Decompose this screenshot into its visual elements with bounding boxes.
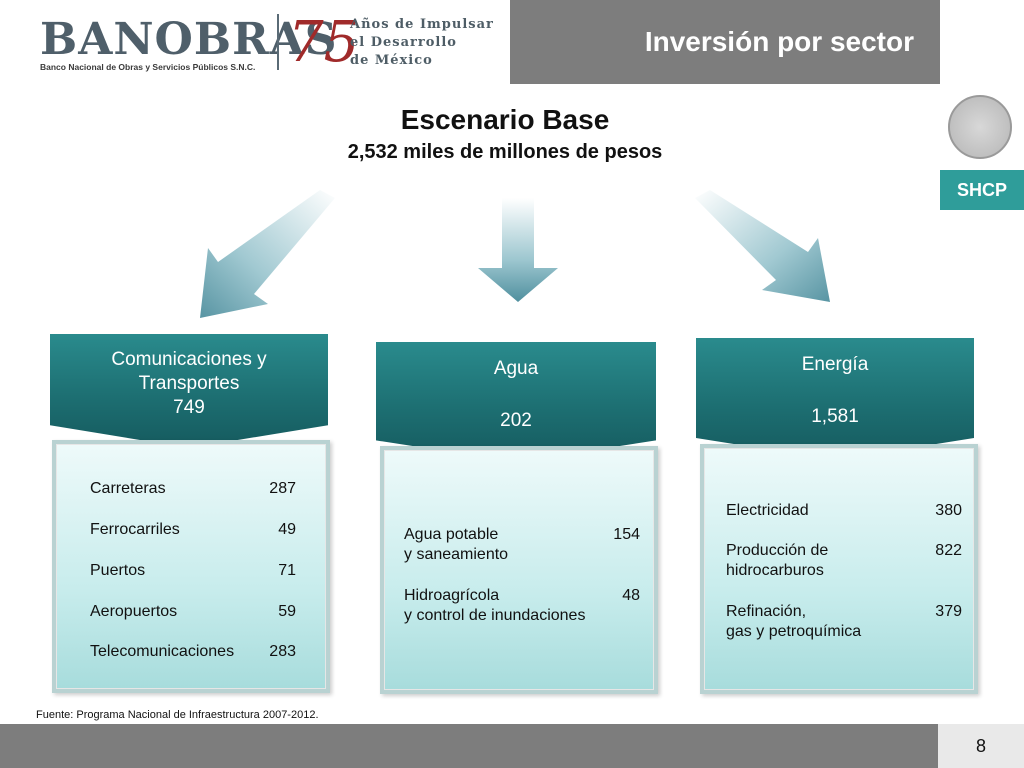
sector-body-communications: Carreteras 287 Ferrocarriles 49 Puertos … [52, 440, 330, 693]
arrow-center-icon [478, 198, 558, 302]
item-label: Ferrocarriles [90, 521, 180, 538]
item-label: Puertos [90, 562, 146, 579]
item-value: 379 [935, 603, 962, 620]
shcp-logo: SHCP [940, 170, 1024, 210]
sector-name-line2: Transportes [138, 373, 240, 394]
footer-bar [0, 724, 1024, 768]
item-label: Hidroagrícola [404, 587, 500, 604]
sector-body-water: Agua potable 154 y saneamiento Hidroagrí… [380, 446, 658, 694]
sector-total: 202 [500, 410, 532, 431]
tagline-line-3: de México [350, 53, 433, 68]
item-label-2: y saneamiento [404, 546, 509, 563]
sector-total: 1,581 [811, 406, 859, 427]
source-note: Fuente: Programa Nacional de Infraestruc… [36, 709, 319, 721]
item-value: 59 [278, 603, 296, 620]
item-value: 283 [269, 643, 296, 660]
item-label-2: hidrocarburos [726, 562, 824, 579]
item-label: Refinación, [726, 603, 807, 620]
item-label: Producción de [726, 542, 829, 559]
item-label-2: y control de inundaciones [404, 607, 586, 624]
item-value: 380 [935, 502, 962, 519]
tagline-line-2: el Desarrollo [350, 35, 457, 50]
sector-name-line1: Agua [493, 358, 539, 379]
anniversary-tagline: Años de Impulsar el Desarrollo de México [350, 16, 494, 70]
item-label-2: gas y petroquímica [726, 623, 862, 640]
item-value: 71 [278, 562, 296, 579]
page-heading: Inversión por sector [644, 26, 914, 57]
item-label: Electricidad [726, 502, 809, 519]
item-label: Aeropuertos [90, 603, 178, 620]
item-value: 48 [622, 587, 640, 604]
banobras-logo: BANOBRAS [40, 14, 338, 65]
item-label: Carreteras [90, 480, 166, 497]
sector-name-line1: Comunicaciones y [111, 349, 267, 370]
logo-divider [277, 14, 279, 70]
item-value: 822 [935, 542, 962, 559]
page-number: 8 [938, 724, 1024, 768]
arrow-right-icon [695, 190, 830, 302]
sector-header-water: Agua 202 [376, 342, 656, 462]
sector-header-energy: Energía 1,581 [696, 338, 974, 460]
item-label: Agua potable [404, 526, 499, 543]
sector-header-communications: Comunicaciones y Transportes 749 [50, 334, 328, 448]
sector-name-line1: Energía [801, 354, 869, 375]
arrow-left-icon [200, 190, 335, 318]
item-value: 287 [269, 480, 296, 497]
sector-total: 749 [173, 397, 205, 418]
item-label: Telecomunicaciones [90, 643, 235, 660]
banobras-subtitle: Banco Nacional de Obras y Servicios Públ… [40, 62, 256, 72]
national-seal-icon [948, 95, 1012, 159]
page-title: Escenario Base [400, 104, 610, 135]
item-value: 49 [278, 521, 296, 538]
sector-body-energy: Electricidad 380 Producción de 822 hidro… [700, 444, 978, 694]
header: BANOBRAS Banco Nacional de Obras y Servi… [0, 0, 1024, 84]
item-value: 154 [613, 526, 640, 543]
tagline-line-1: Años de Impulsar [350, 17, 494, 32]
page-subtitle: 2,532 miles de millones de pesos [347, 141, 663, 163]
logo-area: BANOBRAS Banco Nacional de Obras y Servi… [0, 0, 510, 84]
anniversary-number: 75 [288, 10, 360, 75]
